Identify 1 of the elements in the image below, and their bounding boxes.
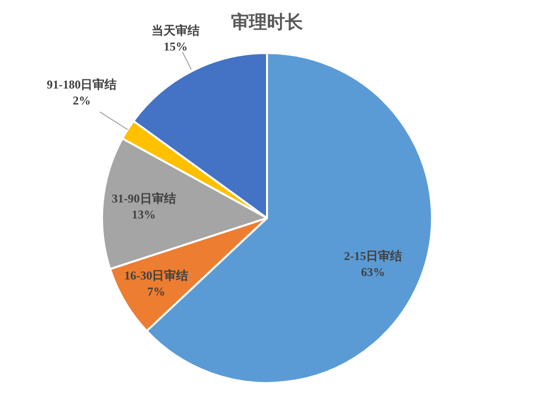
chart-title: 审理时长 (231, 12, 304, 32)
